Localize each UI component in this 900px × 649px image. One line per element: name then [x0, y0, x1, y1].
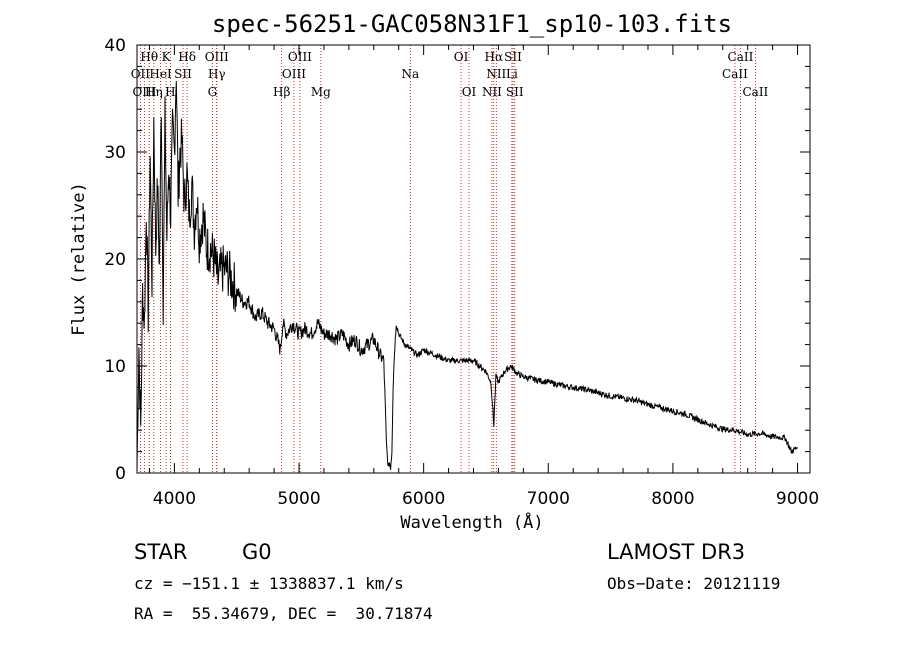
x-tick-label: 4000: [153, 489, 196, 509]
observation-date: Obs−Date: 20121119: [607, 574, 781, 593]
y-tick-label: 10: [104, 357, 126, 377]
line-marker-label: H: [165, 85, 175, 99]
y-tick-label: 0: [115, 464, 126, 484]
spectral-subclass: G0: [242, 540, 272, 564]
sky-coordinates: RA = 55.34679, DEC = 30.71874: [134, 604, 433, 623]
line-marker-label: Hη: [145, 85, 163, 99]
line-marker-label: Hθ: [140, 50, 158, 64]
line-marker-label: OII: [131, 67, 151, 81]
x-axis-label: Wavelength (Å): [400, 511, 543, 533]
y-tick-label: 30: [104, 143, 126, 163]
line-marker-label: OI: [462, 85, 477, 99]
line-marker-label: CaII: [722, 67, 748, 81]
line-marker-label: OIII: [282, 67, 306, 81]
chart-title: spec-56251-GAC058N31F1_sp10-103.fits: [212, 10, 732, 38]
line-marker-label: Hγ: [208, 67, 226, 81]
x-tick-label: 5000: [277, 489, 320, 509]
line-marker-label: Na: [401, 67, 419, 81]
line-marker-label: CaII: [728, 50, 754, 64]
line-marker-label: CaII: [742, 85, 768, 99]
line-marker-label: OIII: [288, 50, 312, 64]
line-marker-label: SII: [504, 50, 522, 64]
line-marker-label: Mg: [311, 85, 331, 99]
x-tick-label: 8000: [651, 489, 694, 509]
line-marker-label: Hβ: [273, 85, 290, 99]
object-type: STAR: [134, 540, 188, 564]
plot-frame: [136, 44, 811, 474]
line-marker-label: K: [162, 50, 172, 64]
line-marker-label: OIII: [132, 85, 156, 99]
y-tick-label: 40: [104, 36, 126, 56]
x-tick-label: 7000: [527, 489, 570, 509]
y-axis-ticks: 0 10 20 30 40: [104, 36, 810, 484]
line-marker-label: NII: [482, 85, 502, 99]
redshift-velocity: cz = −151.1 ± 1338837.1 km/s: [134, 574, 404, 593]
line-marker-label: SII: [506, 85, 524, 99]
y-axis-label: Flux (relative): [69, 182, 89, 336]
line-marker-label: SII: [174, 67, 192, 81]
line-marker-label: Hα: [485, 50, 504, 64]
line-marker-label: NII: [486, 67, 506, 81]
spectrum-series: [136, 80, 798, 470]
line-marker-label: Li: [506, 67, 518, 81]
y-tick-label: 20: [104, 250, 126, 270]
line-marker-label: Hδ: [178, 50, 196, 64]
survey-name: LAMOST DR3: [607, 540, 746, 564]
x-tick-label: 6000: [402, 489, 445, 509]
x-axis-ticks: 4000 5000 6000 7000 8000 9000: [148, 45, 819, 509]
line-marker-label: G: [208, 85, 218, 99]
series-flux: [136, 80, 798, 470]
line-marker-label: HeI: [149, 67, 172, 81]
x-tick-label: 9000: [776, 489, 819, 509]
line-marker-label: OI: [454, 50, 469, 64]
